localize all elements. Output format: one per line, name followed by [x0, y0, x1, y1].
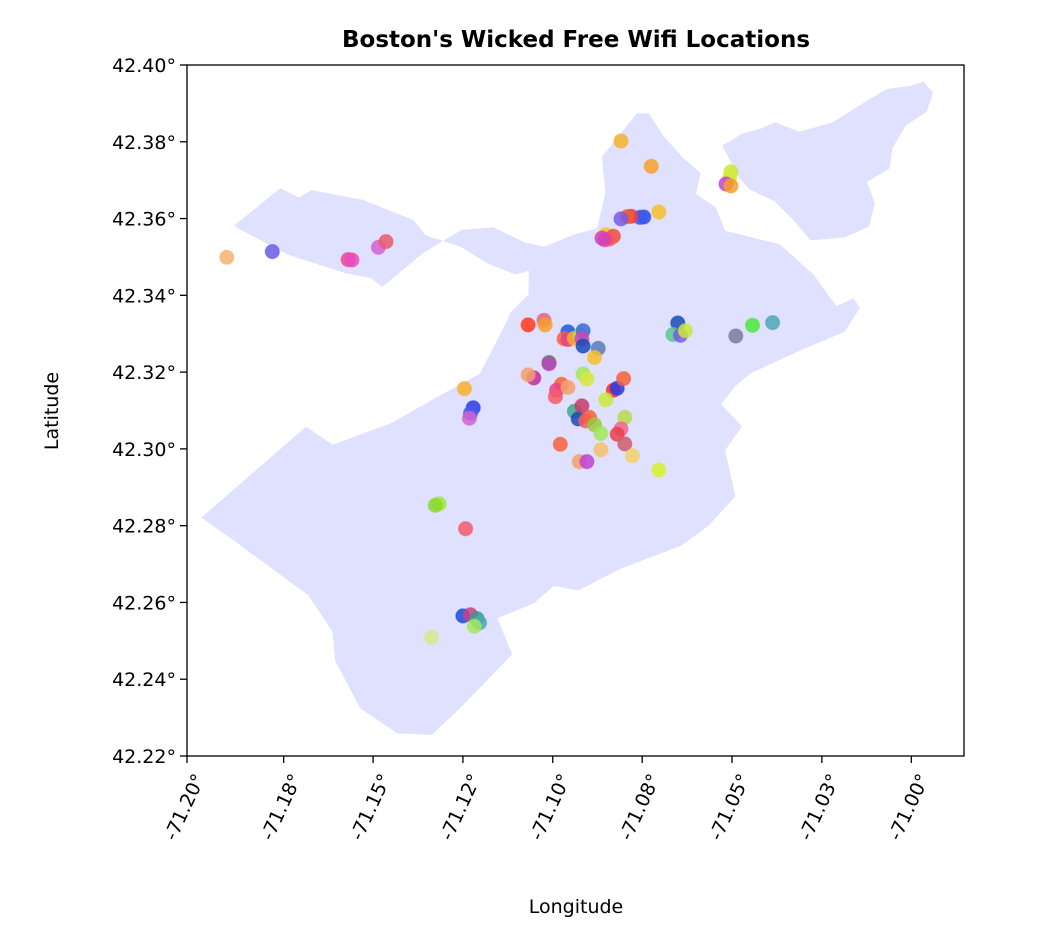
wifi-location-point [466, 618, 482, 634]
chart-title: Boston's Wicked Free Wifi Locations [342, 27, 810, 53]
wifi-location-point [574, 398, 590, 414]
y-tick-label: 42.22° [112, 746, 176, 768]
y-tick-label: 42.38° [112, 132, 176, 154]
y-tick-label: 42.26° [112, 592, 176, 614]
map-region-0 [201, 113, 860, 735]
wifi-location-point [378, 234, 394, 250]
y-tick-label: 42.34° [112, 285, 176, 307]
y-tick-label: 42.32° [112, 362, 176, 384]
y-tick-label: 42.24° [112, 669, 176, 691]
y-axis-label: Latitude [41, 372, 63, 450]
wifi-location-point [613, 133, 629, 149]
wifi-location-point [744, 317, 761, 333]
wifi-location-point [651, 204, 667, 220]
wifi-location-point [458, 521, 474, 537]
wifi-location-point [613, 211, 629, 227]
y-tick-label: 42.28° [112, 516, 176, 538]
wifi-location-point [651, 462, 667, 478]
y-tick-label: 42.36° [112, 209, 176, 231]
plot-area [186, 64, 965, 757]
wifi-location-point [461, 410, 477, 426]
wifi-location-point [520, 367, 536, 383]
wifi-location-point [344, 252, 360, 268]
wifi-location-point [552, 436, 568, 452]
wifi-location-point [547, 389, 564, 405]
wifi-location-point [764, 315, 781, 331]
wifi-location-point [677, 323, 694, 339]
wifi-location-point [427, 497, 443, 513]
wifi-location-point [219, 249, 235, 265]
wifi-location-point [624, 448, 641, 464]
wifi-location-point [643, 158, 659, 174]
wifi-location-point [598, 392, 614, 408]
plot-frame [186, 64, 965, 757]
x-axis-label: Longitude [529, 896, 624, 918]
wifi-location-point [617, 436, 633, 452]
wifi-location-point [579, 454, 595, 470]
wifi-location-point [579, 371, 595, 387]
wifi-location-point [594, 230, 610, 246]
wifi-location-point [541, 356, 557, 372]
wifi-location-point [264, 244, 280, 260]
points-layer [219, 133, 781, 646]
y-tick-label: 42.40° [112, 55, 176, 77]
wifi-location-point [723, 178, 739, 194]
wifi-location-point [560, 379, 576, 396]
y-axis: 42.22° 42.24° 42.26° 42.28° 42.30° 42.32° 42.3… [112, 55, 187, 768]
wifi-location-point [456, 381, 472, 397]
wifi-location-point [537, 317, 553, 333]
map-region-1 [722, 81, 933, 241]
wifi-location-point [593, 442, 609, 458]
wifi-location-point [593, 425, 609, 442]
wifi-location-point [423, 629, 440, 646]
wifi-location-point [575, 338, 591, 354]
wifi-location-point [615, 371, 632, 387]
wifi-location-point [728, 328, 744, 344]
wifi-location-point [586, 349, 603, 366]
map-region-layer [201, 81, 933, 735]
y-tick-label: 42.30° [112, 439, 176, 461]
wifi-location-point [520, 317, 536, 333]
